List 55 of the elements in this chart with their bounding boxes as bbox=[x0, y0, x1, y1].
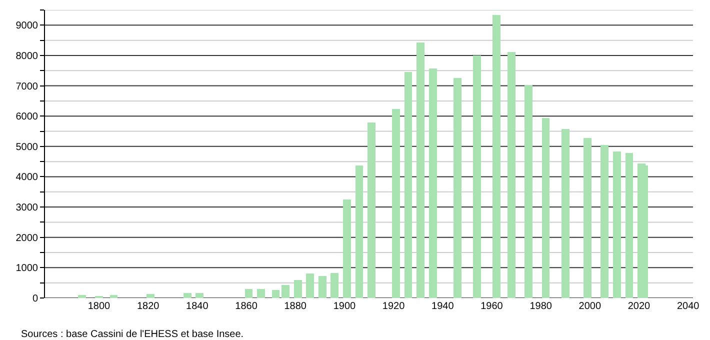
bar bbox=[542, 118, 550, 298]
x-tick-label: 1960 bbox=[480, 301, 504, 312]
y-tick-label: 6000 bbox=[16, 112, 38, 123]
bar bbox=[272, 290, 280, 298]
bar bbox=[110, 294, 118, 298]
bar bbox=[392, 109, 400, 298]
bar bbox=[318, 276, 326, 298]
y-tick-label: 4000 bbox=[16, 172, 38, 184]
bar bbox=[625, 152, 634, 298]
bar bbox=[416, 42, 424, 298]
bar bbox=[355, 166, 364, 298]
bar bbox=[282, 284, 290, 298]
x-tick-label: 1980 bbox=[530, 301, 552, 312]
x-tick-label: 1800 bbox=[88, 301, 111, 312]
bar bbox=[600, 144, 609, 298]
x-tick-label: 1840 bbox=[186, 301, 209, 312]
source-note: Sources : base Cassini de l'EHESS et base Insee. bbox=[21, 329, 244, 340]
bar bbox=[183, 293, 192, 298]
bar bbox=[294, 280, 302, 298]
x-tick-label: 1940 bbox=[432, 301, 454, 312]
bar bbox=[428, 68, 437, 298]
x-tick-label: 2020 bbox=[628, 301, 651, 312]
bar bbox=[196, 293, 204, 298]
bar bbox=[78, 294, 86, 298]
y-tick-label: 7000 bbox=[16, 81, 38, 92]
y-tick-label: 8000 bbox=[16, 50, 38, 62]
bar bbox=[404, 72, 412, 298]
bar bbox=[146, 294, 154, 298]
x-tick-label: 1860 bbox=[235, 301, 258, 312]
x-tick-label: 1900 bbox=[333, 301, 356, 312]
bar bbox=[453, 78, 462, 298]
bar bbox=[507, 52, 516, 298]
bar bbox=[257, 288, 265, 298]
bar bbox=[244, 288, 253, 298]
y-tick-label: 0 bbox=[32, 294, 38, 304]
bar bbox=[473, 55, 481, 298]
x-tick-label: 1820 bbox=[136, 301, 160, 312]
bar bbox=[612, 152, 621, 298]
y-tick-label: 9000 bbox=[16, 20, 38, 32]
y-tick-label: 1000 bbox=[16, 263, 38, 274]
x-tick-label: 2000 bbox=[578, 301, 602, 312]
bar bbox=[584, 138, 592, 298]
bar bbox=[524, 85, 532, 298]
x-tick-label: 1880 bbox=[284, 301, 307, 312]
bar bbox=[368, 122, 376, 298]
bar bbox=[342, 199, 351, 298]
x-tick-label: 2040 bbox=[676, 301, 700, 312]
bar bbox=[492, 14, 501, 298]
bar bbox=[561, 129, 570, 298]
y-tick-label: 3000 bbox=[16, 202, 38, 214]
y-tick-label: 5000 bbox=[16, 142, 38, 153]
x-tick-label: 1920 bbox=[382, 301, 406, 312]
y-tick-label: 2000 bbox=[16, 232, 38, 244]
bar bbox=[306, 273, 314, 298]
bar bbox=[330, 273, 339, 298]
